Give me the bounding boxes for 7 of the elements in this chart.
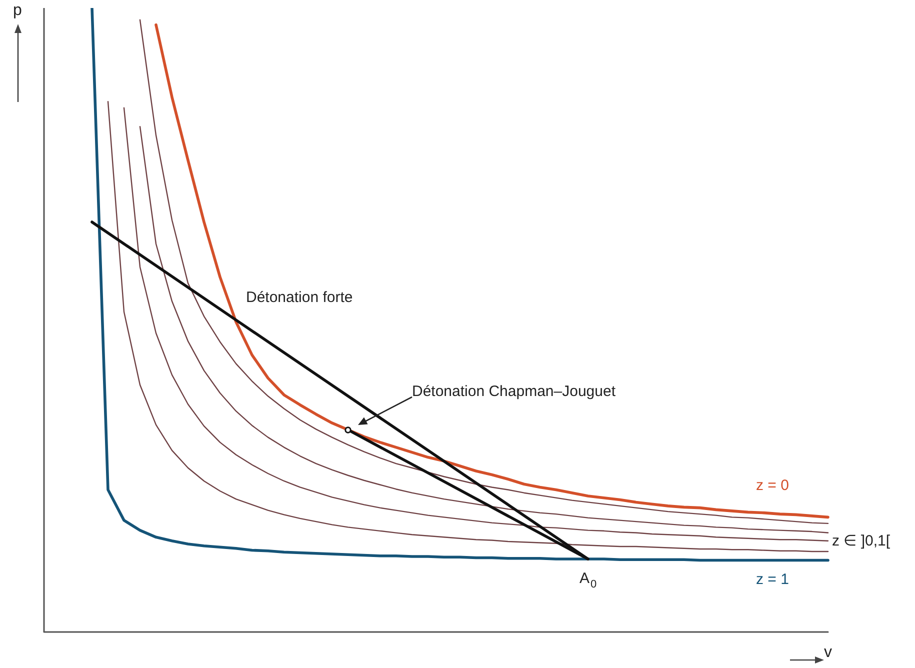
y-axis-title: p	[13, 2, 22, 20]
text: z ∈ ]0,1[	[832, 532, 891, 550]
x-axis-title: v	[824, 644, 832, 662]
annotation: Détonation Chapman–Jouguet	[412, 382, 616, 400]
series-label: z = 1	[756, 571, 789, 588]
annotation: Détonation forte	[246, 289, 353, 306]
series-label: z = 0	[756, 477, 789, 494]
